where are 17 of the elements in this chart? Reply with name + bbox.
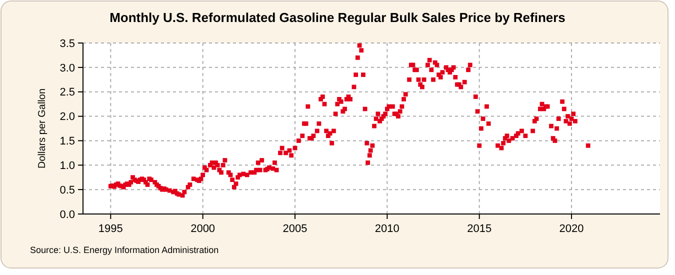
source-note: Source: U.S. Energy Information Administration — [30, 245, 219, 255]
y-tick-label: 3.0 — [60, 62, 75, 74]
y-tick-label: 2.0 — [60, 111, 75, 124]
x-tick-label: 2010 — [374, 223, 400, 235]
y-axis-title: Dollars per Gallon — [37, 88, 48, 169]
x-tick-label: 2000 — [190, 223, 216, 235]
y-tick-label: 3.5 — [60, 38, 75, 50]
y-tick-label: 2.5 — [60, 86, 75, 99]
x-tick-label: 2005 — [282, 223, 308, 235]
y-tick-label: 0.5 — [60, 184, 75, 196]
y-tick-label: 0.0 — [60, 208, 75, 221]
chart-title: Monthly U.S. Reformulated Gasoline Regular Bulk Sales Price by Refiners — [110, 10, 566, 25]
y-tick-label: 1.5 — [60, 136, 75, 148]
x-tick-label: 2020 — [559, 223, 584, 235]
x-tick-label: 1995 — [98, 223, 123, 235]
x-tick-label: 2015 — [467, 223, 492, 235]
y-tick-label: 1.0 — [60, 160, 75, 172]
